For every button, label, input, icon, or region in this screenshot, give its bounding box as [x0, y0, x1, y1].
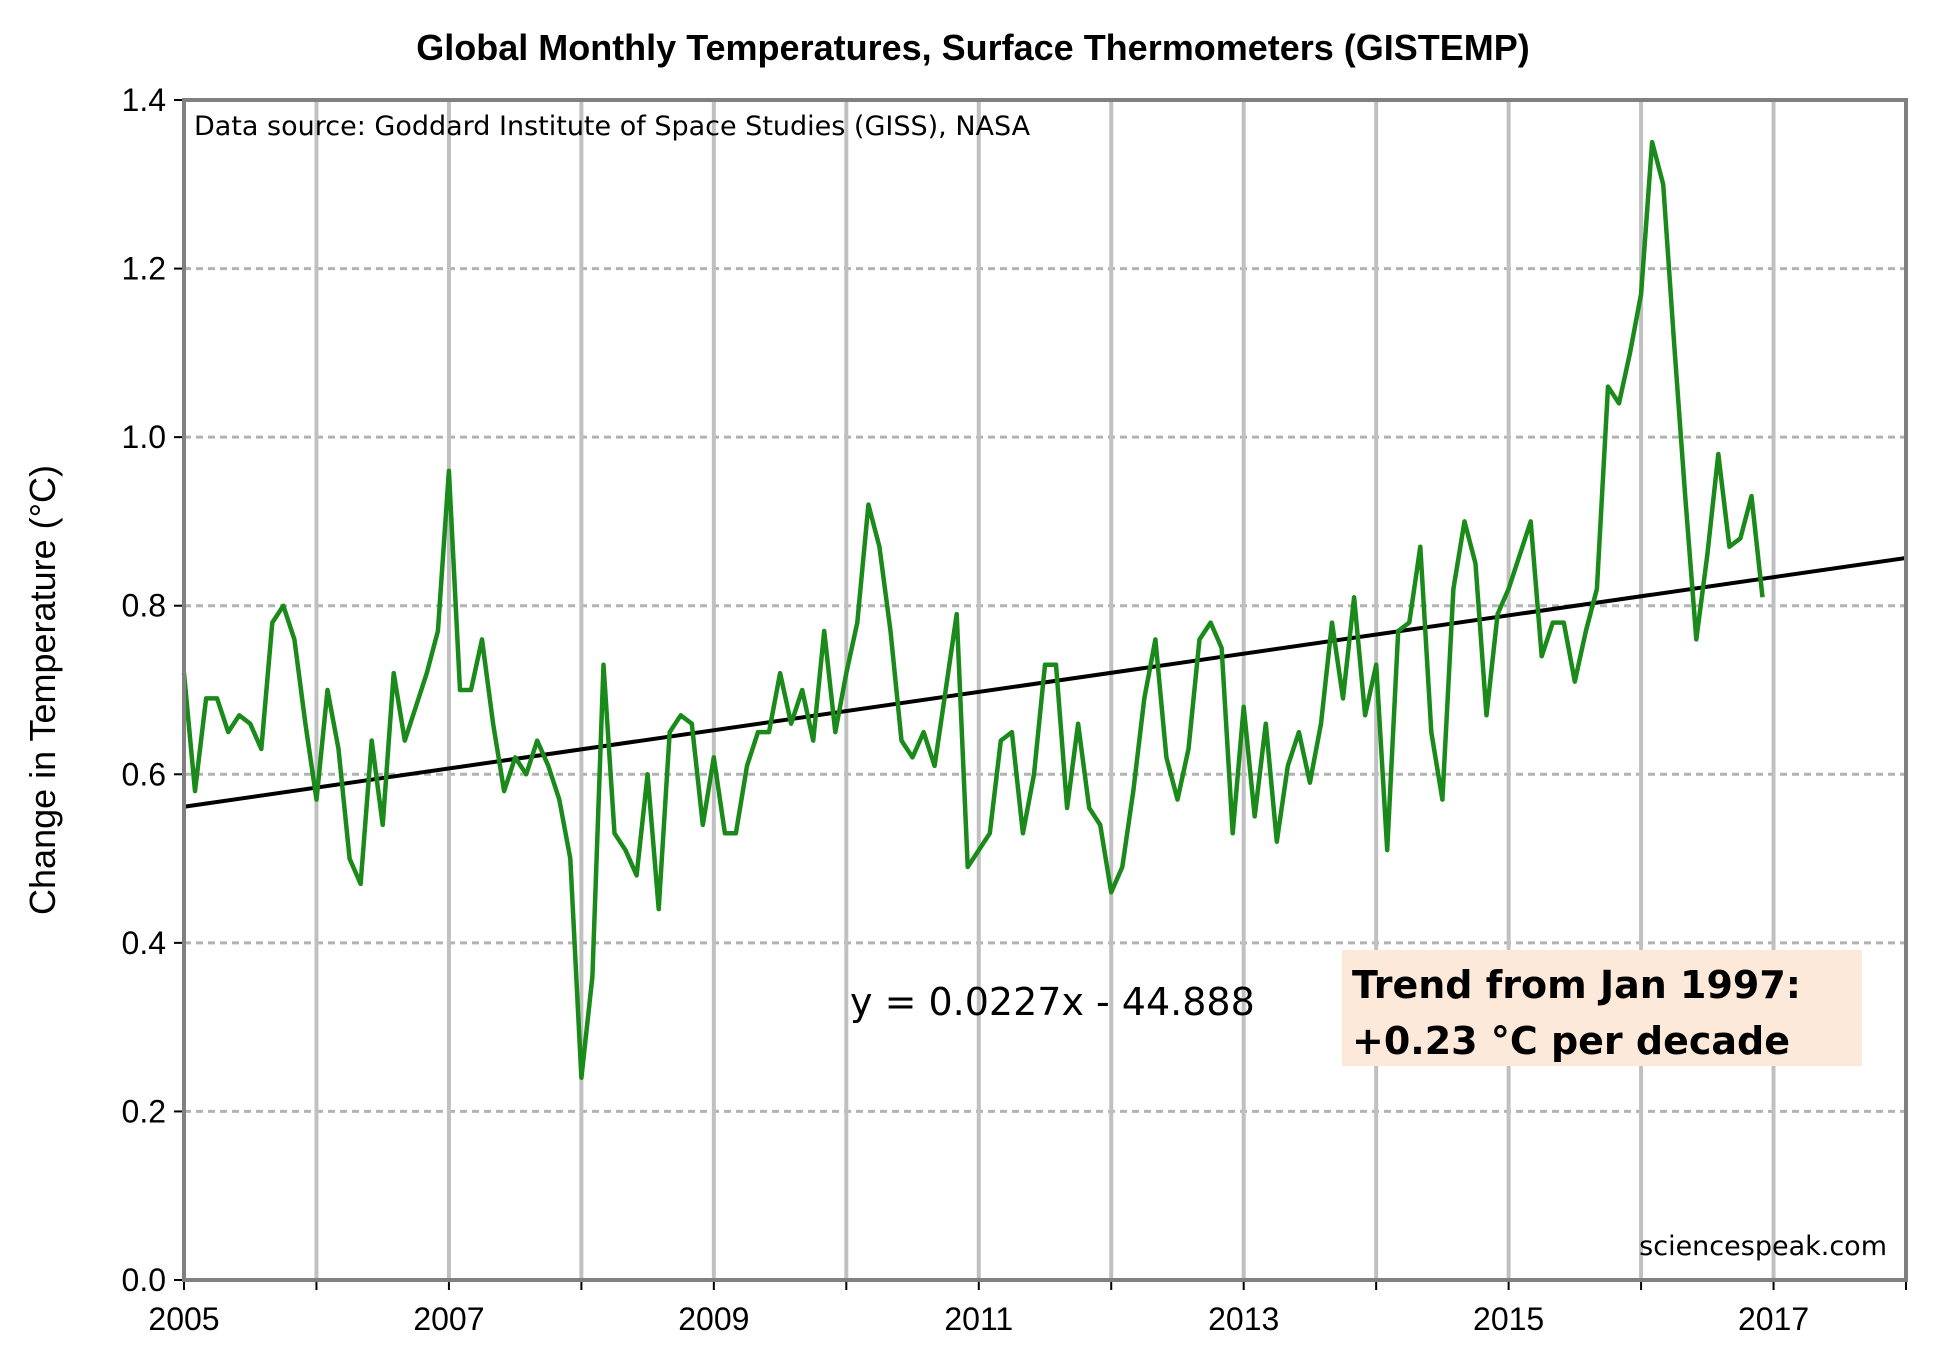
x-tick-label: 2015 — [1473, 1301, 1544, 1337]
x-tick-label: 2013 — [1208, 1301, 1279, 1337]
y-tick-label: 0.0 — [122, 1262, 166, 1298]
y-tick-label: 0.8 — [122, 588, 166, 624]
series-layer — [181, 139, 1765, 1080]
y-tick-label: 1.4 — [122, 82, 166, 118]
temperature-series-line — [181, 139, 1765, 1080]
y-tick-label: 0.6 — [122, 756, 166, 792]
x-tick-label: 2017 — [1738, 1301, 1809, 1337]
trend-box — [1342, 950, 1862, 1066]
plot-frame — [182, 98, 1908, 1282]
x-tick-label: 2011 — [944, 1301, 1013, 1337]
y-tick-label: 0.4 — [122, 925, 166, 961]
x-tick-label: 2007 — [413, 1301, 484, 1337]
credit-label: sciencespeak.com — [1639, 1231, 1887, 1262]
chart-title: Global Monthly Temperatures, Surface The… — [416, 27, 1530, 68]
data-source-note: Data source: Goddard Institute of Space … — [194, 111, 1031, 142]
trend-equation: y = 0.0227x - 44.888 — [850, 980, 1255, 1024]
y-tick-labels: 0.0 0.2 0.4 0.6 0.8 1.0 1.2 1.4 — [122, 82, 166, 1298]
x-tick-label: 2009 — [678, 1301, 749, 1337]
y-tick-label: 1.0 — [122, 419, 166, 455]
grid-lines — [174, 99, 1907, 1290]
x-tick-labels: 2005 2007 2009 2011 2013 2015 2017 — [148, 1301, 1809, 1337]
x-tick-label: 2005 — [148, 1301, 219, 1337]
y-tick-label: 0.2 — [122, 1093, 166, 1129]
y-axis-label: Change in Temperature (°C) — [22, 465, 63, 915]
y-tick-label: 1.2 — [122, 251, 166, 287]
trend-box-line-2: +0.23 °C per decade — [1352, 1019, 1790, 1063]
trend-box-line-1: Trend from Jan 1997: — [1352, 963, 1801, 1007]
